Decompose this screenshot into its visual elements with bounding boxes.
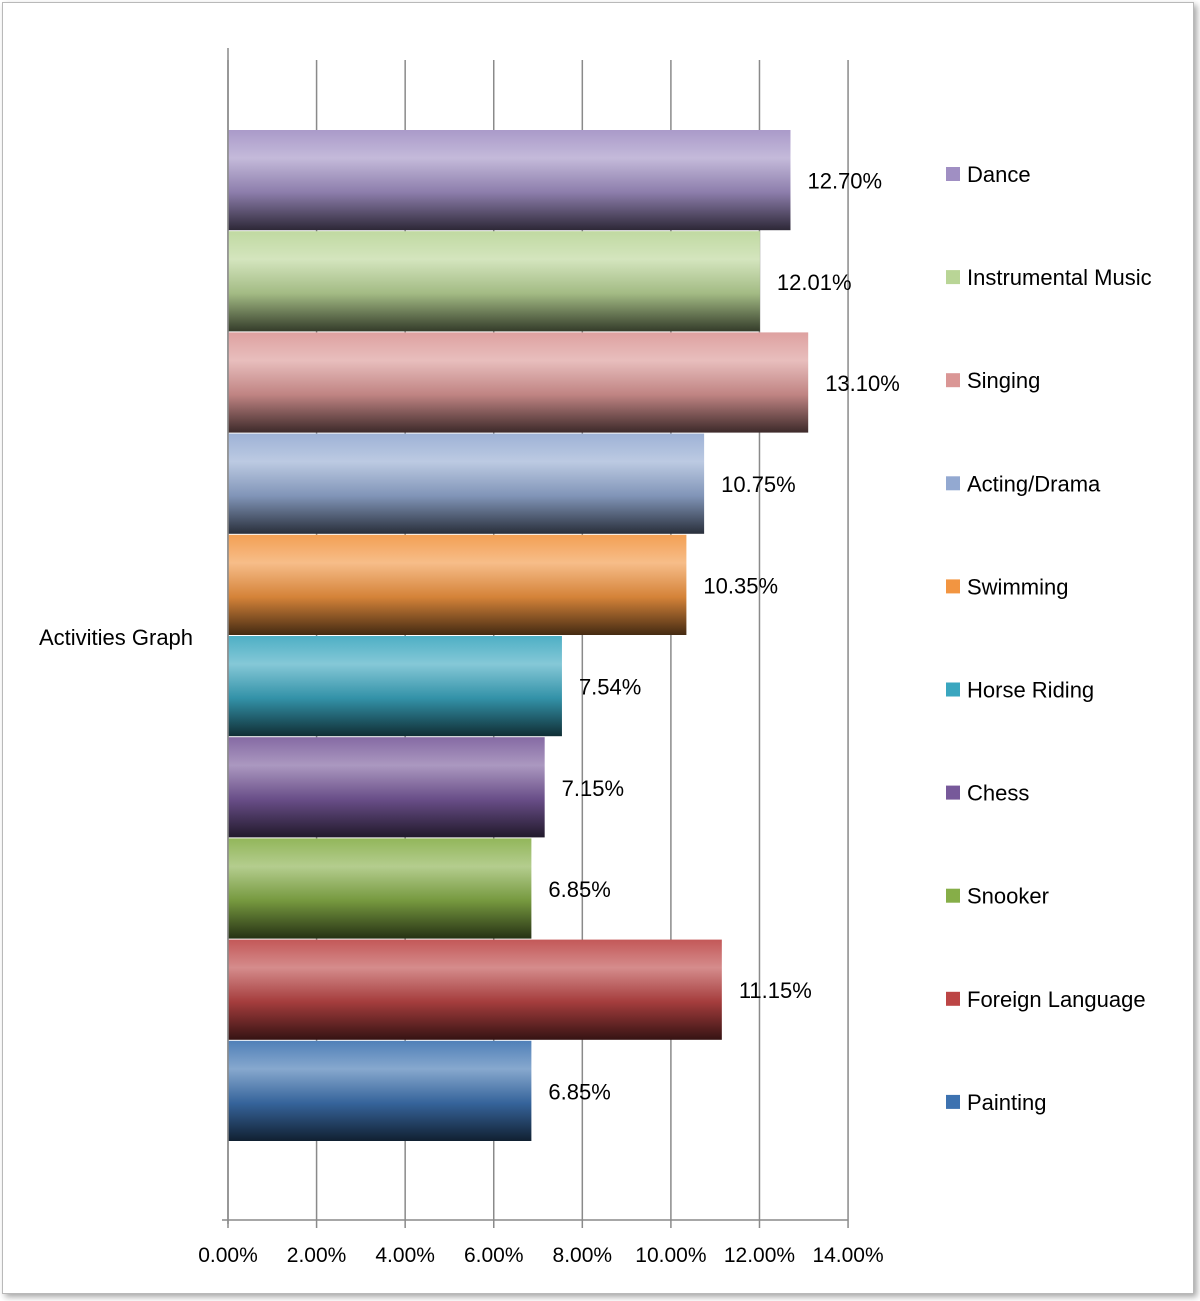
data-label: 11.15% [739, 978, 812, 1003]
legend-swatch [946, 682, 960, 697]
bar-chess [228, 737, 545, 838]
legend-swatch [946, 167, 960, 181]
x-axis: 0.00% 2.00% 4.00% 6.00% 8.00% 10.00% 12.00% 14.… [198, 48, 884, 1267]
legend: Dance Instrumental Music Singing Acting/Dra… [946, 162, 1152, 1115]
x-tick-label: 10.00% [635, 1244, 706, 1267]
data-label: 6.85% [548, 877, 610, 902]
legend-label: Snooker [967, 884, 1049, 909]
data-label: 10.75% [721, 472, 796, 497]
legend-swatch [946, 785, 960, 800]
bar-swimming [228, 534, 687, 635]
legend-swatch [946, 888, 960, 903]
bar-painting [228, 1040, 532, 1141]
legend-swatch [946, 579, 960, 594]
bar-snooker [228, 838, 532, 939]
x-tick-label: 14.00% [812, 1244, 883, 1267]
data-label: 6.85% [548, 1079, 610, 1104]
legend-swatch [946, 991, 960, 1006]
x-tick-label: 2.00% [287, 1244, 347, 1267]
legend-label: Swimming [967, 574, 1068, 599]
x-tick-label: 4.00% [375, 1244, 435, 1267]
legend-label: Singing [967, 368, 1040, 393]
data-label: 7.15% [562, 776, 624, 801]
data-label: 12.70% [807, 169, 882, 194]
legend-label: Foreign Language [967, 987, 1146, 1012]
x-tick-label: 12.00% [724, 1244, 795, 1267]
bar-acting-drama [228, 433, 705, 534]
x-tick-label: 8.00% [553, 1244, 613, 1267]
legend-swatch [946, 270, 960, 285]
bar-instrumental-music [228, 231, 760, 332]
legend-swatch [946, 373, 960, 388]
x-tick-label: 6.00% [464, 1244, 524, 1267]
bar-singing [228, 332, 809, 433]
data-label: 7.54% [579, 675, 641, 700]
legend-label: Painting [967, 1090, 1047, 1115]
legend-label: Instrumental Music [967, 265, 1152, 290]
legend-swatch [946, 476, 960, 491]
legend-label: Dance [967, 162, 1031, 187]
x-tick-label: 0.00% [198, 1244, 258, 1267]
legend-label: Chess [967, 781, 1029, 806]
bar-dance [228, 130, 791, 231]
data-label: 10.35% [703, 573, 778, 598]
legend-swatch [946, 1094, 960, 1109]
bars [228, 130, 809, 1141]
data-labels: 12.70% 12.01% 13.10% 10.75% 10.35% 7.54% 7.15%… [548, 169, 899, 1105]
bar-foreign-language [228, 939, 722, 1040]
legend-label: Horse Riding [967, 678, 1094, 703]
data-label: 13.10% [825, 371, 900, 396]
bar-horse-riding [228, 636, 562, 737]
category-label: Activities Graph [39, 625, 193, 650]
data-label: 12.01% [777, 270, 852, 295]
legend-label: Acting/Drama [967, 471, 1101, 496]
